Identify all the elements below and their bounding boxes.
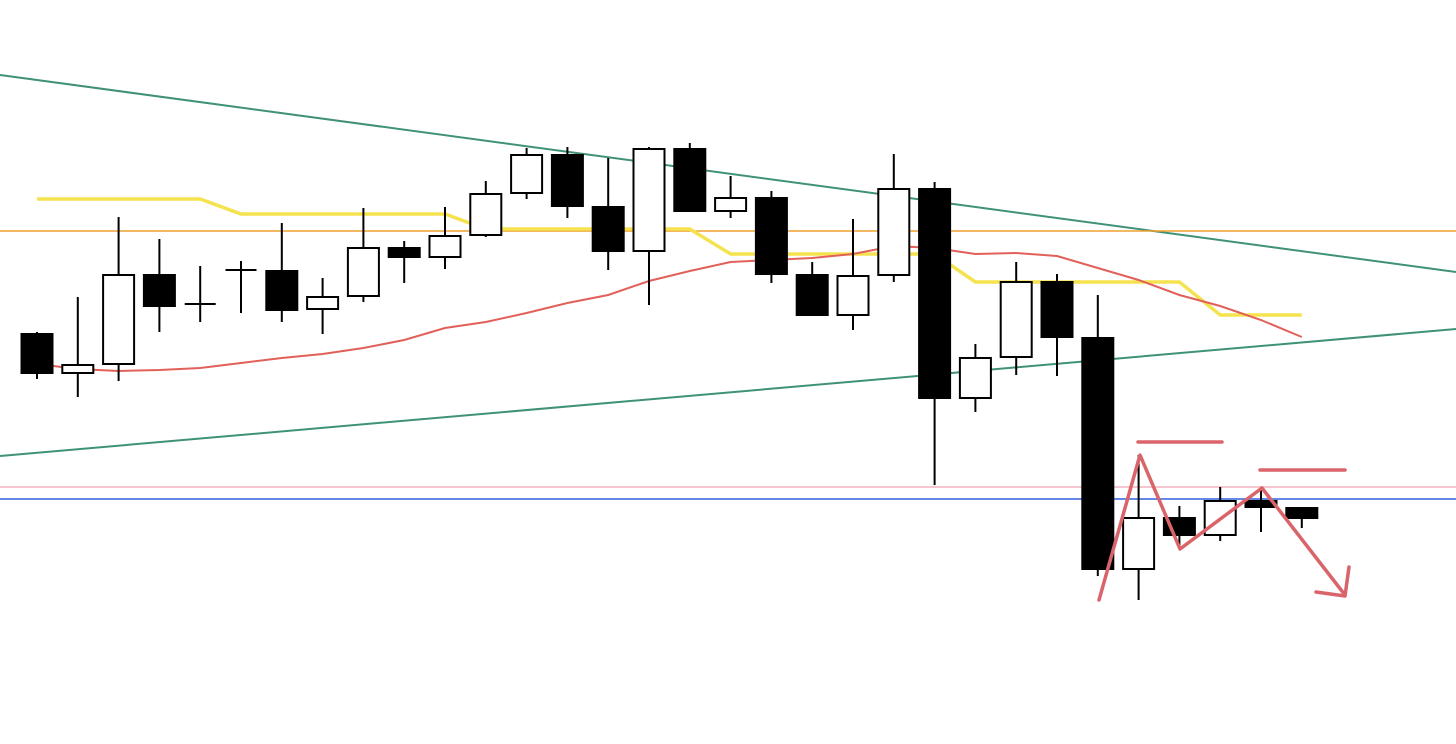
candle-body [142,274,176,307]
candle-body [958,357,992,399]
candle-body [265,270,299,311]
annotation-arrow [1097,453,1347,602]
candle-body [591,206,625,252]
candle-body [999,281,1033,358]
candle-body [20,333,54,374]
indicator-line [36,244,1303,373]
candle-body [510,154,544,194]
trendline [0,74,1456,273]
candle-body [550,154,584,207]
candle-body [469,193,503,236]
candle-body [632,148,666,252]
candle-body [714,197,748,212]
candle-body [1081,337,1115,570]
candle-body [877,188,911,276]
candle-body [61,364,95,374]
candle-body [795,274,829,316]
candle-body [836,275,870,316]
candle-body [918,188,952,399]
annotation [1097,440,1351,602]
trendline [0,328,1456,457]
candle-body [102,274,136,365]
candle-body [387,247,421,258]
candle-body [1122,517,1156,570]
candle-body [1285,507,1319,519]
candle-body [1040,281,1074,338]
candle-body [673,148,707,212]
candle-body [306,296,340,310]
candle-body [428,235,462,258]
marks [0,143,1456,600]
arrow-head [1314,565,1351,598]
indicator-line [37,197,1302,317]
candle-body [346,247,380,297]
candle-body [754,197,788,275]
